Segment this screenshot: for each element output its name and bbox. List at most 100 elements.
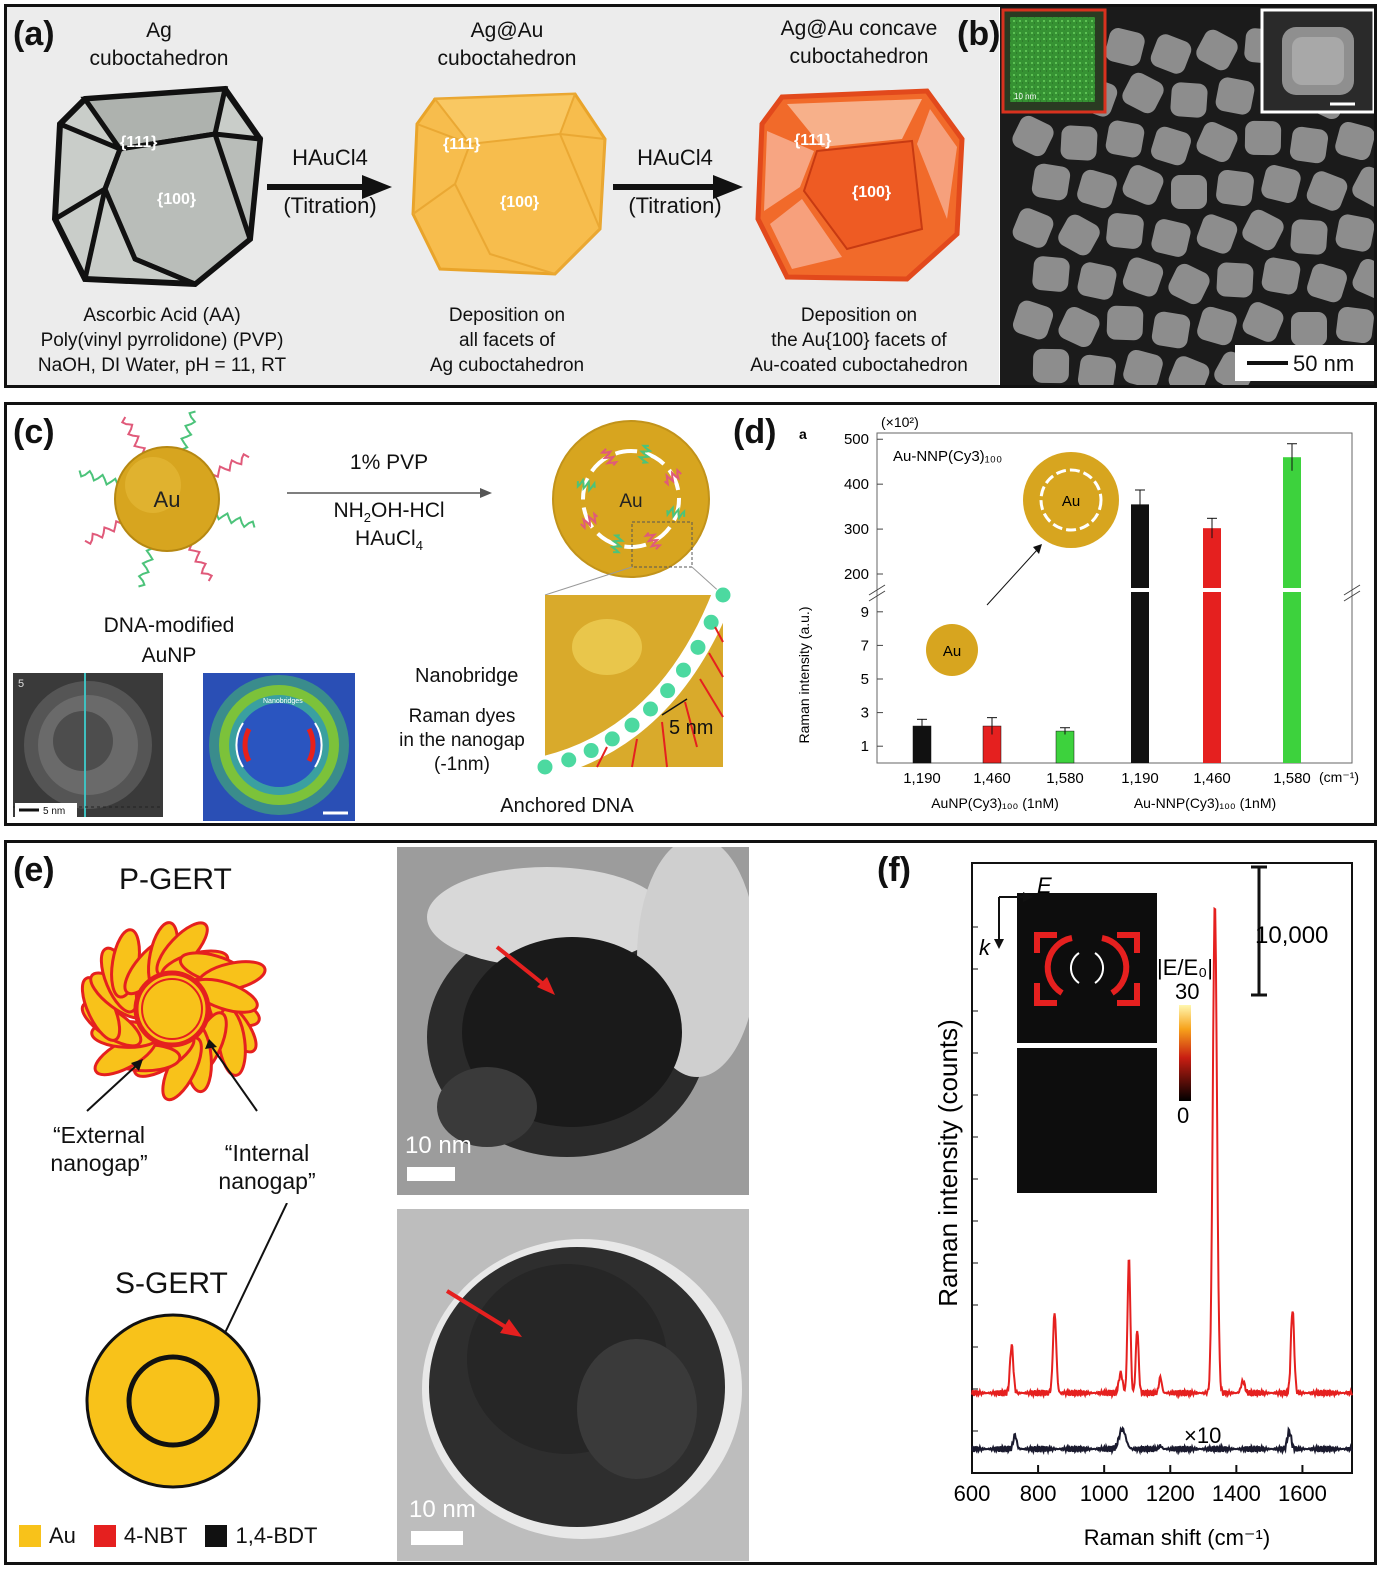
ytick-label: 9 — [861, 604, 869, 621]
sgert-particle — [85, 1313, 261, 1489]
sem-particle — [1196, 29, 1238, 71]
sem-particle — [1150, 34, 1192, 74]
sem-particle — [1170, 82, 1208, 118]
ag-facet-100: {100} — [157, 191, 196, 208]
xtick-label: 1600 — [1278, 1481, 1327, 1506]
sem-particle — [1291, 312, 1327, 346]
panel-d-label: (d) — [733, 413, 777, 451]
sem-particle — [1122, 72, 1164, 114]
scale-10000: 10,000 — [1255, 922, 1328, 949]
dna-strand — [666, 505, 686, 521]
panel-cd: (c) Au DNA-modified AuNP 1% PVP NH2OH-HCl… — [4, 402, 1377, 826]
sem-particle — [1058, 306, 1100, 348]
panel-c-label: (c) — [13, 413, 55, 451]
sem-particle — [1060, 125, 1098, 161]
spectrum-line — [971, 906, 1353, 1400]
legend-item-nbt: 4-NBT — [93, 1523, 187, 1549]
sem-particle — [1168, 356, 1210, 385]
gap-label: 5 nm — [669, 717, 714, 739]
legend-item-bdt: 1,4-BDT — [205, 1523, 317, 1549]
concave-facet-111: {111} — [794, 132, 831, 149]
sem-particle — [1261, 165, 1301, 203]
dna-strand — [609, 534, 625, 554]
sem-particle — [1335, 214, 1374, 252]
dna-strand — [120, 416, 147, 454]
sem-particle — [1122, 165, 1164, 205]
dna-strand — [663, 467, 682, 487]
bar — [1203, 528, 1221, 589]
xtick-label: 1400 — [1212, 1481, 1261, 1506]
sem-particle — [1077, 169, 1117, 209]
nanobridged-core-label: Au — [619, 491, 642, 512]
sem-particle — [1242, 302, 1284, 342]
raman-dye — [560, 751, 578, 769]
sem-particle — [1032, 256, 1070, 292]
tem-nanogap-image: 5 nm 5 — [13, 673, 163, 817]
panel-ef: (e) P-GERT “External nanogap” “Internal na… — [4, 840, 1377, 1565]
sem-particle — [1105, 120, 1145, 158]
sem-particle — [1197, 306, 1237, 346]
sem-particle — [1290, 219, 1328, 255]
dna-strand — [78, 469, 119, 486]
tem-c-index: 5 — [18, 678, 24, 690]
plot-frame — [971, 862, 1353, 1474]
sem-particle — [1151, 126, 1191, 166]
sem-particle — [1151, 311, 1191, 349]
chart-f-axes: 600 800 1000 1200 1400 1600 — [954, 862, 1353, 1506]
reaction-arrow — [287, 488, 492, 498]
sem-particle — [1352, 166, 1374, 208]
nanobridged-particle: Au — [537, 420, 734, 777]
nanobridge-label: Nanobridge — [415, 665, 519, 687]
colorbar-max: 30 — [1175, 979, 1199, 1004]
agau-facet-111: {111} — [443, 136, 480, 153]
chart-d-multiplier: (×10²) — [881, 414, 919, 430]
ytick-label: 1 — [861, 738, 869, 755]
chart-d-inset-title: Au-NNP(Cy3)₁₀₀ — [893, 448, 1002, 465]
ytick-label: 400 — [844, 476, 869, 493]
panel-e-label: (e) — [13, 851, 55, 889]
dna-strand — [84, 519, 122, 546]
dna-strand — [576, 477, 596, 493]
chart-f-xlabel: Raman shift (cm⁻¹) — [1084, 1525, 1270, 1550]
arrow-2-reagent: HAuCl4 — [637, 145, 713, 170]
arrow-1-reagent: HAuCl4 — [292, 145, 368, 170]
ytick-label: 5 — [861, 671, 869, 688]
field-map-inset: |E/E₀| 30 0 E k — [979, 873, 1213, 1193]
dna-strand — [637, 444, 653, 464]
bar-break — [1202, 588, 1222, 592]
tem-sgert-image: 10 nm — [397, 1209, 749, 1561]
sem-particle — [1242, 209, 1284, 251]
panel-f-label: (f) — [877, 851, 911, 889]
raman-dye — [714, 586, 732, 604]
panel-a-label: (a) — [13, 15, 55, 53]
external-nanogap-label: “External nanogap” — [50, 1122, 148, 1176]
dna-strand — [643, 531, 663, 550]
sgert-title: S-GERT — [115, 1267, 228, 1300]
xtick-label: 1,580 — [1046, 770, 1084, 787]
sem-particle — [1012, 300, 1054, 340]
bar — [1203, 589, 1221, 763]
tem-e-scale-top: 10 nm — [405, 1132, 472, 1159]
ytick-label: 200 — [844, 566, 869, 583]
sem-particle — [1216, 262, 1254, 298]
xtick-label: 600 — [954, 1481, 991, 1506]
ag-facet-111: {111} — [120, 134, 157, 151]
ytick-label: 300 — [844, 521, 869, 538]
dna-aunp: Au — [78, 410, 256, 588]
dna-strand — [580, 511, 599, 531]
raman-dye — [689, 638, 707, 656]
ytick-label: 7 — [861, 637, 869, 654]
chart-d-unit: (cm⁻¹) — [1319, 769, 1359, 785]
legend-item-au: Au — [19, 1523, 76, 1549]
dna-strands — [78, 410, 256, 588]
aunp-caption: DNA-modified AuNP — [103, 614, 235, 667]
arrow-1 — [267, 175, 392, 199]
chart-f-lines — [971, 906, 1353, 1456]
sem-scalebar: 50 nm — [1293, 351, 1354, 376]
concave-facet-100: {100} — [852, 184, 891, 201]
bar — [1283, 589, 1301, 763]
pgert-pointer-lines — [86, 1039, 258, 1112]
sem-particle — [1261, 257, 1301, 295]
anchored-dna-label: Anchored DNA — [500, 795, 634, 817]
arrow-2-mode: (Titration) — [628, 193, 722, 218]
